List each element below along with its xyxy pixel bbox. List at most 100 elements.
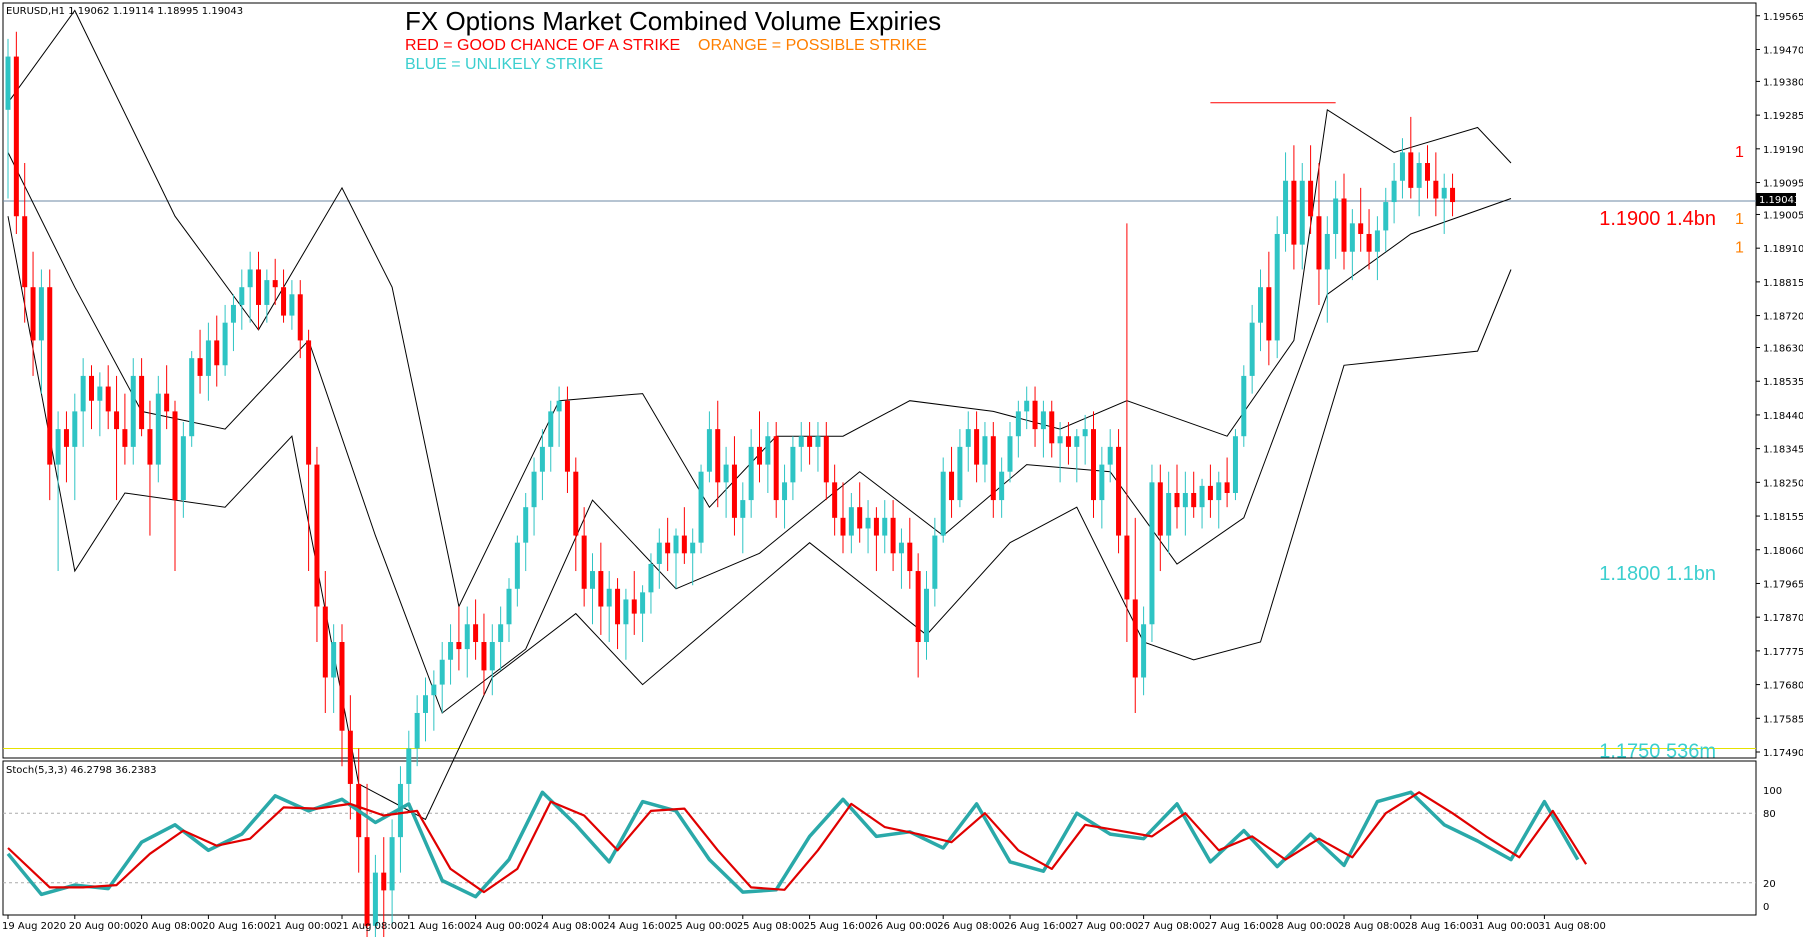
- candle-body: [1074, 436, 1080, 447]
- candle: [1199, 478, 1205, 529]
- candle-body: [364, 837, 370, 926]
- candle: [598, 542, 604, 635]
- candle: [656, 528, 662, 589]
- candle-body: [506, 588, 512, 625]
- candle-body: [1132, 599, 1138, 678]
- candle: [331, 624, 337, 713]
- candle-body: [1182, 492, 1188, 508]
- current-price-label: 1.19043: [1759, 195, 1800, 206]
- candle: [1091, 411, 1096, 518]
- candle: [573, 457, 579, 572]
- candle: [673, 528, 679, 589]
- y-tick-label: 1.18250: [1763, 478, 1803, 489]
- candle: [214, 315, 220, 387]
- candle: [222, 304, 228, 376]
- y-tick-label: 1.19095: [1763, 179, 1803, 190]
- candle-body: [765, 436, 771, 465]
- chart-title: FX Options Market Combined Volume Expiri…: [405, 6, 941, 36]
- candle: [514, 535, 520, 607]
- candle: [55, 411, 61, 572]
- candle-body: [230, 304, 236, 323]
- candle: [715, 400, 721, 508]
- candle: [105, 365, 111, 430]
- candle: [306, 329, 312, 572]
- candle: [5, 38, 11, 199]
- candle-body: [1391, 180, 1397, 203]
- candle-body: [1266, 287, 1272, 341]
- candle: [1333, 180, 1339, 259]
- candle-body: [297, 294, 303, 341]
- candle: [965, 411, 971, 472]
- candle-body: [1308, 180, 1314, 217]
- candle: [1032, 386, 1038, 447]
- candle-body: [406, 748, 412, 784]
- candle: [740, 482, 746, 554]
- x-tick-label: 26 Aug 08:00: [937, 921, 1004, 932]
- candle-body: [1199, 485, 1205, 508]
- candle-body: [581, 535, 587, 589]
- candle: [1299, 163, 1305, 270]
- candle: [1341, 173, 1347, 270]
- stochastic-oscillator: [6, 790, 1588, 899]
- candle: [1416, 152, 1422, 217]
- candle-body: [1107, 446, 1113, 465]
- candle-body: [1232, 436, 1238, 493]
- candle: [339, 624, 345, 767]
- candle: [640, 585, 646, 643]
- candle: [1049, 400, 1055, 458]
- candle-body: [1399, 152, 1405, 181]
- y-tick-label: 1.19285: [1763, 111, 1803, 122]
- candle: [1358, 187, 1364, 252]
- candle: [1441, 173, 1447, 234]
- edge-mark: 1: [1735, 240, 1744, 257]
- y-tick-label: 1.18910: [1763, 244, 1803, 255]
- stoch-info: Stoch(5,3,3) 46.2798 36.2383: [6, 765, 157, 776]
- candle-body: [965, 429, 971, 447]
- candle: [1116, 429, 1122, 554]
- candle-body: [1366, 233, 1372, 252]
- candle-body: [13, 56, 19, 217]
- candle: [1107, 429, 1113, 483]
- candle: [1374, 216, 1380, 281]
- candle: [239, 269, 245, 330]
- candle-body: [122, 429, 128, 447]
- candle: [30, 251, 36, 376]
- candle-body: [1191, 492, 1197, 508]
- x-tick-label: 24 Aug 00:00: [470, 921, 537, 932]
- y-tick-label: 1.17680: [1763, 681, 1803, 692]
- x-tick-label: 28 Aug 08:00: [1338, 921, 1405, 932]
- candle: [406, 730, 412, 802]
- candle: [414, 695, 420, 767]
- candle: [139, 358, 145, 437]
- candle-body: [80, 375, 86, 412]
- candle: [581, 507, 587, 607]
- candle: [1391, 163, 1397, 224]
- candle: [372, 854, 378, 937]
- candle-body: [1341, 198, 1347, 252]
- stoch-tick-label: 100: [1763, 786, 1782, 797]
- x-tick-label: 25 Aug 00:00: [670, 921, 737, 932]
- candle-body: [673, 535, 679, 554]
- stoch-tick-label: 0: [1763, 902, 1769, 913]
- candle-body: [448, 642, 454, 660]
- candle-body: [1274, 233, 1280, 341]
- candle-body: [723, 464, 729, 483]
- candle: [773, 422, 779, 518]
- candle: [289, 280, 295, 330]
- x-tick-label: 21 Aug 00:00: [269, 921, 336, 932]
- candle-body: [907, 542, 913, 572]
- candle: [281, 269, 287, 323]
- strike-label: 1.1750 536m: [1599, 740, 1716, 762]
- legend-blue: BLUE = UNLIKELY STRIKE: [405, 56, 603, 73]
- candlesticks: [5, 31, 1456, 937]
- candle-body: [189, 358, 195, 437]
- candle-body: [615, 588, 621, 625]
- candle: [47, 269, 53, 501]
- candle: [1450, 173, 1456, 217]
- candle: [807, 422, 813, 465]
- candle: [706, 411, 712, 483]
- candle-body: [322, 606, 328, 678]
- x-tick-label: 28 Aug 00:00: [1271, 921, 1338, 932]
- candle: [798, 422, 804, 472]
- y-tick-label: 1.18630: [1763, 344, 1803, 355]
